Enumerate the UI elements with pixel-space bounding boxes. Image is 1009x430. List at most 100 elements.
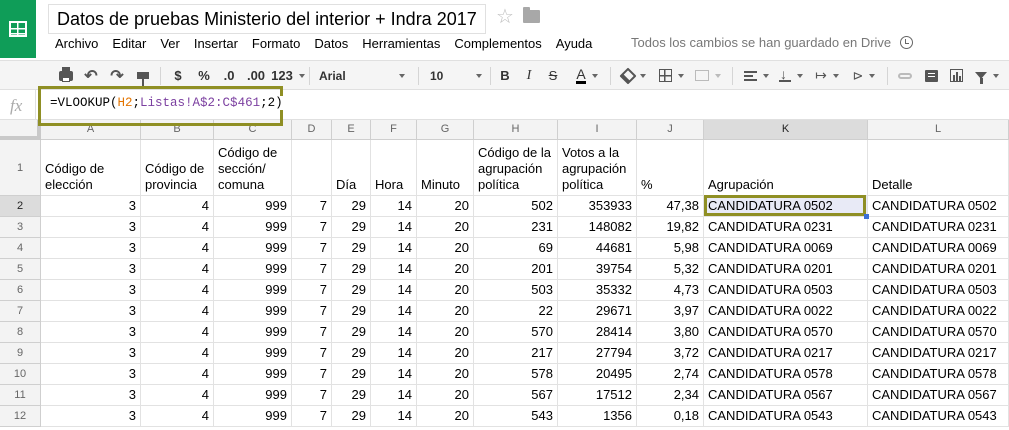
header-cell-a[interactable]: Código de elección — [41, 140, 141, 196]
table-cell[interactable]: 7 — [292, 196, 332, 217]
table-cell[interactable]: 14 — [371, 196, 417, 217]
table-cell[interactable]: CANDIDATURA 0231 — [868, 217, 1009, 238]
table-cell[interactable]: CANDIDATURA 0201 — [868, 259, 1009, 280]
column-header-k[interactable]: K — [704, 120, 868, 140]
table-cell[interactable]: 4 — [141, 364, 214, 385]
table-cell[interactable]: 3 — [41, 364, 141, 385]
table-cell[interactable]: 3 — [41, 280, 141, 301]
table-cell[interactable]: 1356 — [558, 406, 637, 427]
redo-button[interactable]: ↷ — [107, 65, 127, 86]
table-cell[interactable]: 20 — [417, 238, 474, 259]
table-cell[interactable]: 2,74 — [637, 364, 704, 385]
table-cell[interactable]: 14 — [371, 301, 417, 322]
table-cell[interactable]: 3 — [41, 322, 141, 343]
table-cell[interactable]: 29 — [332, 301, 371, 322]
insert-link-button[interactable] — [895, 65, 915, 86]
table-cell[interactable]: 22 — [474, 301, 558, 322]
table-cell[interactable]: 567 — [474, 385, 558, 406]
table-cell[interactable]: 999 — [214, 196, 292, 217]
column-header-i[interactable]: I — [558, 120, 637, 140]
menu-datos[interactable]: Datos — [314, 36, 349, 51]
table-cell[interactable]: 999 — [214, 238, 292, 259]
header-cell-j[interactable]: % — [637, 140, 704, 196]
fill-color-button[interactable] — [619, 65, 649, 86]
font-family-select[interactable]: Arial — [319, 65, 405, 86]
table-cell[interactable]: CANDIDATURA 0503 — [868, 280, 1009, 301]
table-cell[interactable]: 29 — [332, 406, 371, 427]
table-cell[interactable]: 4 — [141, 301, 214, 322]
header-cell-f[interactable]: Hora — [371, 140, 417, 196]
table-cell[interactable]: 3 — [41, 238, 141, 259]
row-header[interactable]: 4 — [0, 238, 41, 259]
table-cell[interactable]: 3 — [41, 217, 141, 238]
table-cell[interactable]: 999 — [214, 364, 292, 385]
menu-complementos[interactable]: Complementos — [454, 36, 542, 51]
table-cell[interactable]: 999 — [214, 217, 292, 238]
table-cell[interactable]: 7 — [292, 301, 332, 322]
sheets-logo-icon[interactable] — [0, 0, 36, 58]
table-cell[interactable]: 14 — [371, 238, 417, 259]
print-button[interactable] — [56, 65, 76, 86]
table-cell[interactable]: 19,82 — [637, 217, 704, 238]
menu-ayuda[interactable]: Ayuda — [555, 36, 593, 51]
row-header[interactable]: 2 — [0, 196, 41, 217]
insert-comment-button[interactable] — [922, 65, 940, 86]
table-cell[interactable]: 999 — [214, 343, 292, 364]
table-cell[interactable]: 543 — [474, 406, 558, 427]
header-cell-c[interactable]: Código de sección/ comuna — [214, 140, 292, 196]
text-color-button[interactable]: A — [570, 65, 604, 86]
table-cell[interactable]: CANDIDATURA 0503 — [704, 280, 868, 301]
table-cell[interactable]: 7 — [292, 406, 332, 427]
table-cell[interactable]: 4 — [141, 343, 214, 364]
table-cell[interactable]: CANDIDATURA 0578 — [704, 364, 868, 385]
row-header[interactable]: 12 — [0, 406, 41, 427]
table-cell[interactable]: 3 — [41, 259, 141, 280]
table-cell[interactable]: 29 — [332, 343, 371, 364]
table-cell[interactable]: 3 — [41, 196, 141, 217]
table-cell[interactable]: 20 — [417, 343, 474, 364]
table-cell[interactable]: CANDIDATURA 0069 — [704, 238, 868, 259]
table-cell[interactable]: 20 — [417, 385, 474, 406]
table-cell[interactable]: 69 — [474, 238, 558, 259]
table-cell[interactable]: 578 — [474, 364, 558, 385]
column-header-e[interactable]: E — [332, 120, 371, 140]
table-cell[interactable]: 20495 — [558, 364, 637, 385]
table-cell[interactable]: CANDIDATURA 0022 — [704, 301, 868, 322]
menu-editar[interactable]: Editar — [112, 36, 147, 51]
revision-history-icon[interactable] — [900, 36, 913, 49]
table-cell[interactable]: 7 — [292, 364, 332, 385]
table-cell[interactable]: 7 — [292, 385, 332, 406]
table-cell[interactable]: 3 — [41, 301, 141, 322]
document-title[interactable]: Datos de pruebas Ministerio del interior… — [48, 4, 486, 34]
text-wrapping-button[interactable]: ↦ — [811, 65, 843, 86]
bold-button[interactable]: B — [500, 68, 510, 83]
table-cell[interactable]: 5,32 — [637, 259, 704, 280]
table-cell[interactable]: 14 — [371, 364, 417, 385]
table-cell[interactable]: 999 — [214, 406, 292, 427]
column-header-l[interactable]: L — [868, 120, 1009, 140]
row-header-1[interactable]: 1 — [0, 140, 41, 196]
strikethrough-button[interactable]: S — [548, 68, 558, 83]
header-cell-e[interactable]: Día — [332, 140, 371, 196]
table-cell[interactable]: 5,98 — [637, 238, 704, 259]
table-cell[interactable]: 502 — [474, 196, 558, 217]
table-cell[interactable]: 14 — [371, 406, 417, 427]
table-cell[interactable]: 27794 — [558, 343, 637, 364]
table-cell[interactable]: 7 — [292, 343, 332, 364]
table-cell[interactable]: 999 — [214, 385, 292, 406]
table-cell[interactable]: 29 — [332, 238, 371, 259]
row-header[interactable]: 6 — [0, 280, 41, 301]
table-cell[interactable]: 20 — [417, 217, 474, 238]
table-cell[interactable]: 28414 — [558, 322, 637, 343]
header-cell-d[interactable] — [292, 140, 332, 196]
table-cell[interactable]: CANDIDATURA 0069 — [868, 238, 1009, 259]
table-cell[interactable]: 4 — [141, 196, 214, 217]
table-cell[interactable]: CANDIDATURA 0543 — [704, 406, 868, 427]
table-cell[interactable]: 7 — [292, 280, 332, 301]
table-cell[interactable]: 17512 — [558, 385, 637, 406]
table-cell[interactable]: 4 — [141, 280, 214, 301]
table-cell[interactable]: 20 — [417, 196, 474, 217]
header-cell-l[interactable]: Detalle — [868, 140, 1009, 196]
column-header-h[interactable]: H — [474, 120, 558, 140]
table-cell[interactable]: 29 — [332, 280, 371, 301]
